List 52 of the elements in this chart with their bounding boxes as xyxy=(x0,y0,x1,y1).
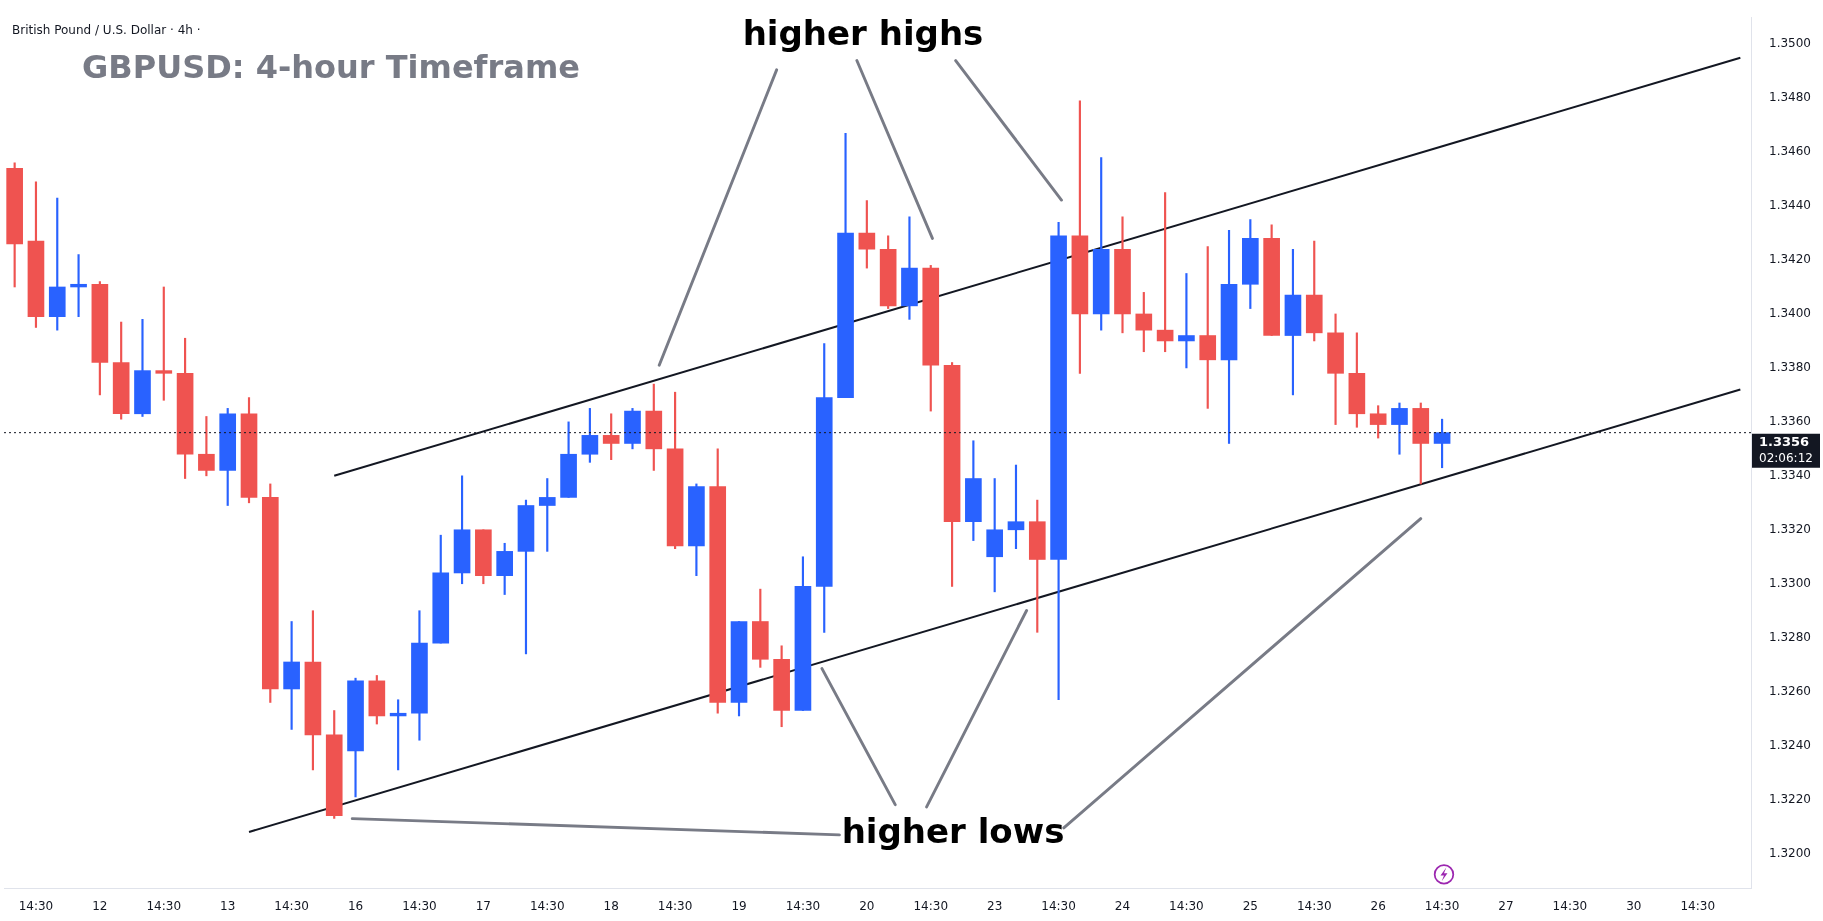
text: GBPUSD: 4-hour Timeframe xyxy=(82,48,580,87)
x-tick-label: 26 xyxy=(1370,898,1386,913)
x-tick-label: 14:30 xyxy=(1041,898,1076,913)
y-tick-label: 1.3200 xyxy=(1769,845,1811,860)
text: British Pound / U.S. Dollar · 4h · xyxy=(12,23,201,38)
y-tick-label: 1.3260 xyxy=(1769,683,1811,698)
x-tick-label: 24 xyxy=(1114,898,1131,913)
x-tick-label: 13 xyxy=(220,898,236,913)
x-tick-label: 14:30 xyxy=(913,898,949,913)
candlestick xyxy=(1391,402,1408,455)
y-tick-label: 1.3320 xyxy=(1769,521,1811,536)
x-tick-label: 30 xyxy=(1626,898,1642,913)
text: 02:06:12 xyxy=(1759,450,1813,465)
x-tick-label: 14:30 xyxy=(657,898,693,913)
x-tick-label: 16 xyxy=(347,898,364,913)
x-tick-label: 14:30 xyxy=(274,898,309,913)
y-tick-label: 1.3400 xyxy=(1769,306,1811,321)
y-tick-label: 1.3340 xyxy=(1769,467,1811,482)
x-tick-label: 14:30 xyxy=(785,898,821,913)
x-tick-label: 17 xyxy=(475,898,491,913)
x-tick-label: 23 xyxy=(987,898,1003,913)
x-tick-label: 14:30 xyxy=(1424,898,1460,913)
y-tick-label: 1.3480 xyxy=(1769,90,1811,105)
x-tick-label: 18 xyxy=(603,898,619,913)
y-tick-label: 1.3500 xyxy=(1769,36,1811,51)
annotation: higher highs xyxy=(742,12,984,53)
y-tick-label: 1.3460 xyxy=(1769,144,1811,159)
x-tick-label: 14:30 xyxy=(1552,898,1588,913)
x-tick-label: 19 xyxy=(731,898,747,913)
y-tick-label: 1.3300 xyxy=(1769,575,1811,590)
x-tick-label: 14:30 xyxy=(1169,898,1204,913)
y-tick-label: 1.3240 xyxy=(1769,737,1811,752)
ref-line-label: 1.3356 xyxy=(1759,434,1810,450)
x-tick-label: 14:30 xyxy=(1680,898,1716,913)
candlestick xyxy=(1178,273,1195,369)
y-tick-label: 1.3360 xyxy=(1769,414,1811,428)
x-tick-label: 20 xyxy=(859,898,875,913)
x-tick-label: 25 xyxy=(1242,898,1258,913)
candlestick xyxy=(70,254,87,317)
x-tick-label: 27 xyxy=(1498,898,1514,913)
x-tick-label: 14:30 xyxy=(529,898,565,913)
y-tick-label: 1.3440 xyxy=(1769,198,1811,213)
annotation: higher lows xyxy=(841,810,1065,851)
y-tick-label: 1.3220 xyxy=(1769,791,1811,806)
x-tick-label: 14:30 xyxy=(402,898,437,913)
x-tick-label: 14:30 xyxy=(18,898,54,913)
x-tick-label: 14:30 xyxy=(1296,898,1332,913)
y-tick-label: 1.3280 xyxy=(1769,629,1811,644)
y-tick-label: 1.3380 xyxy=(1769,360,1811,375)
x-tick-label: 12 xyxy=(92,898,108,913)
y-tick-label: 1.3420 xyxy=(1769,252,1811,267)
x-tick-label: 14:30 xyxy=(146,898,182,913)
